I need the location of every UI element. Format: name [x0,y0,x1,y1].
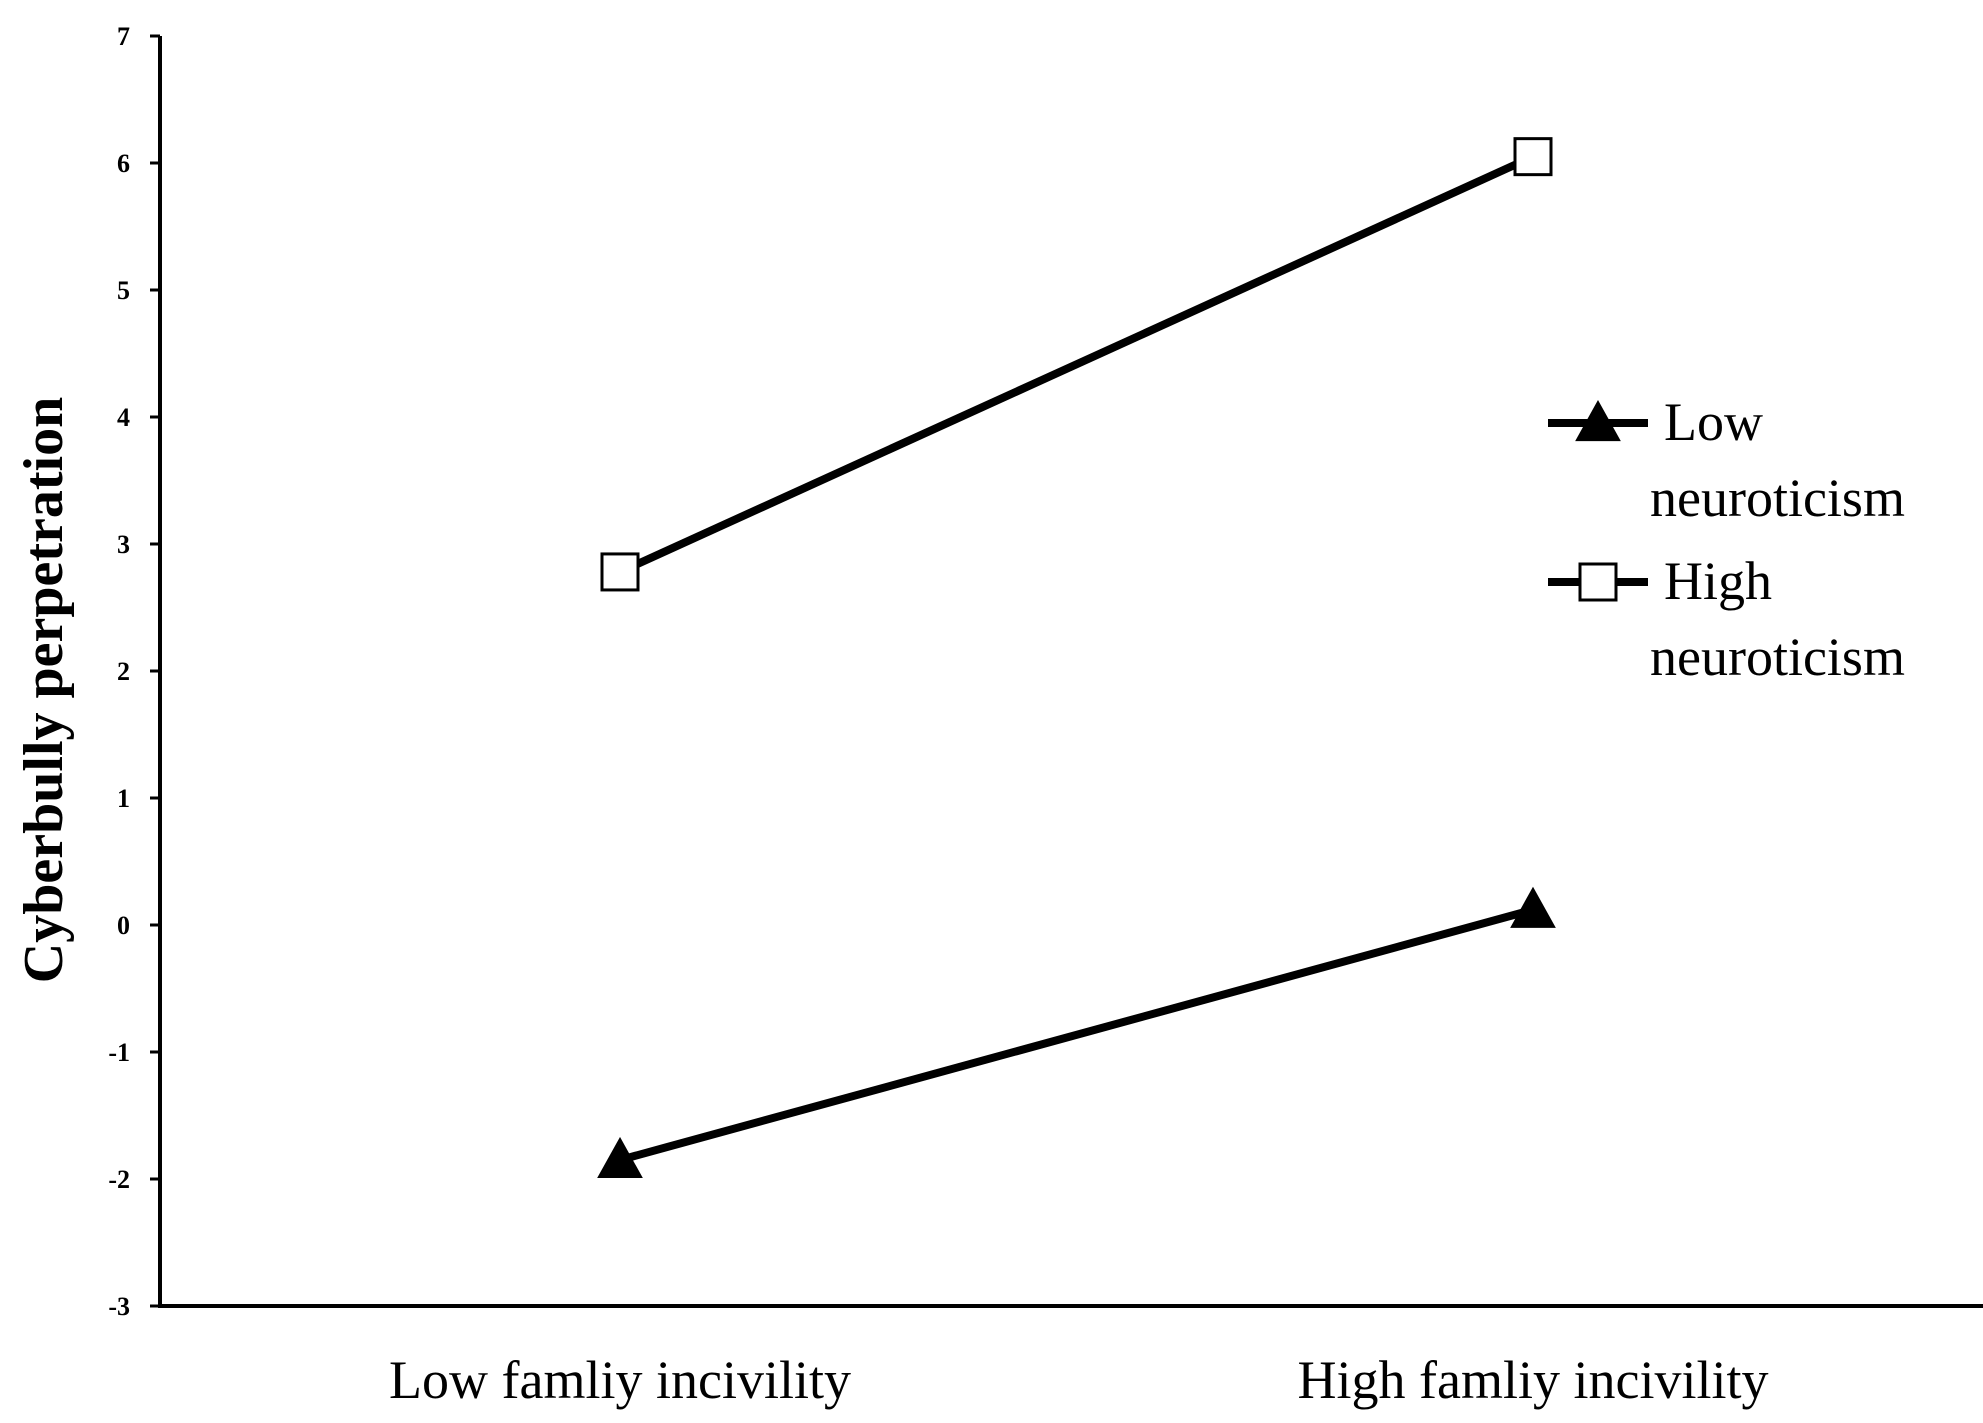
x-category-label: Low famliy incivility [389,1350,851,1410]
legend: Low neuroticism High neuroticism [1548,392,1905,687]
y-ticks: -3 -2 -1 0 1 2 3 4 5 6 7 [108,22,160,1321]
legend-item: Low neuroticism [1548,392,1905,528]
legend-label: neuroticism [1650,627,1905,687]
triangle-marker [597,1136,643,1179]
series [597,137,1556,1179]
series-0 [597,886,1556,1179]
legend-label: Low [1664,392,1763,452]
series-line [618,153,1535,576]
x-category-label: High famliy incivility [1298,1350,1769,1410]
y-tick-label: 4 [117,403,130,432]
y-tick-label: 5 [117,276,130,305]
square-marker [1578,562,1618,602]
x-category-labels: Low famliy incivility High famliy incivil… [389,1350,1768,1410]
y-tick-label: 6 [117,149,130,178]
series-line [618,905,1535,1164]
y-axis-title: Cyberbully perpetration [13,397,75,983]
series-1 [600,137,1553,592]
y-tick-label: 1 [117,784,130,813]
triangle-marker [1575,399,1621,442]
y-tick-label: 3 [117,530,130,559]
square-marker [1513,137,1553,177]
y-tick-label: -1 [108,1038,130,1067]
legend-label: neuroticism [1650,468,1905,528]
y-tick-label: 0 [117,911,130,940]
legend-item: High neuroticism [1548,551,1905,687]
legend-label: High [1664,551,1772,611]
y-tick-label: -2 [108,1165,130,1194]
y-tick-label: -3 [108,1292,130,1321]
y-tick-label: 7 [117,22,130,51]
triangle-marker [1510,886,1556,928]
y-tick-label: 2 [117,657,130,686]
square-marker [600,552,640,592]
